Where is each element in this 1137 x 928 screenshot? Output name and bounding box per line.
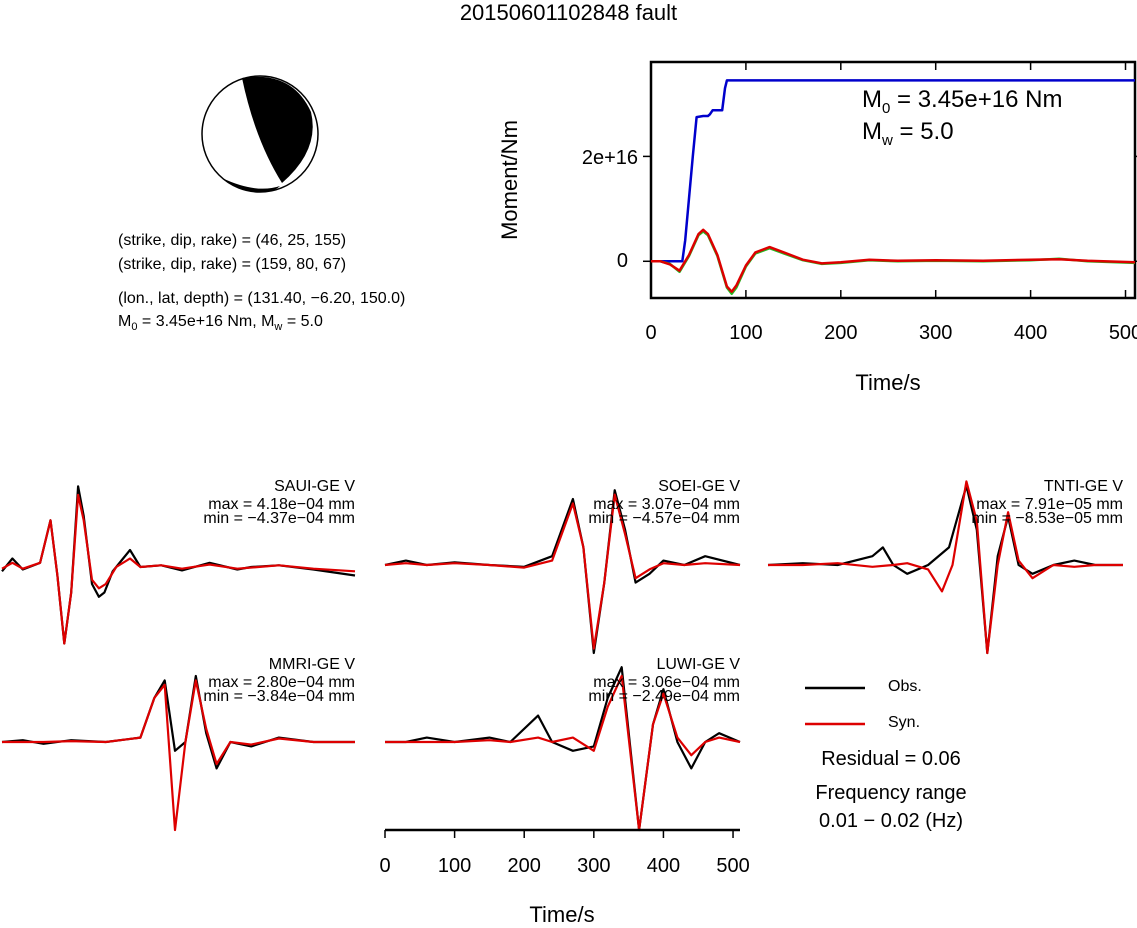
legend-syn-label: Syn. <box>888 714 920 732</box>
wave-xtick-label-300: 300 <box>564 855 624 878</box>
legend <box>805 688 865 724</box>
mw-annotation: Mw = 5.0 <box>862 118 954 149</box>
wave-xtick-label-0: 0 <box>355 855 415 878</box>
residual-text: Residual = 0.06 <box>780 748 1002 771</box>
station-label-1: SOEI-GE V <box>658 478 740 496</box>
wave-lines <box>2 481 1123 830</box>
station-min-3: min = −3.84e−04 mm <box>203 688 355 706</box>
m0-annotation: M0 = 3.45e+16 Nm <box>862 86 1062 117</box>
moment-xtick-label-500: 500 <box>1096 322 1137 345</box>
moment-xtick-label-0: 0 <box>621 322 681 345</box>
moment-xtick-label-100: 100 <box>716 322 776 345</box>
wave-xlabel: Time/s <box>529 902 594 928</box>
wave-xtick-label-400: 400 <box>633 855 693 878</box>
frequency-value: 0.01 − 0.02 (Hz) <box>780 810 1002 833</box>
moment-ytick-0: 0 <box>578 250 628 273</box>
station-min-4: min = −2.49e−04 mm <box>588 688 740 706</box>
moment-rate-syn-line <box>651 230 1135 292</box>
station-min-2: min = −8.53e−05 mm <box>971 510 1123 528</box>
moment-ytick-2e16: 2e+16 <box>578 147 638 170</box>
plane2-text: (strike, dip, rake) = (159, 80, 67) <box>118 256 346 274</box>
beachball <box>202 76 318 192</box>
station-min-1: min = −4.57e−04 mm <box>588 510 740 528</box>
moment-ylabel: Moment/Nm <box>497 120 523 240</box>
moment-rate-obs-line <box>651 231 1135 293</box>
wave-xtick-label-500: 500 <box>703 855 763 878</box>
station-label-2: TNTI-GE V <box>1044 478 1123 496</box>
moment-xtick-label-200: 200 <box>811 322 871 345</box>
wave-xtick-label-200: 200 <box>494 855 554 878</box>
moment-summary-text: M0 = 3.45e+16 Nm, Mw = 5.0 <box>118 313 323 333</box>
station-label-3: MMRI-GE V <box>269 656 355 674</box>
station-min-0: min = −4.37e−04 mm <box>203 510 355 528</box>
station-label-4: LUWI-GE V <box>656 656 740 674</box>
frequency-label: Frequency range <box>780 782 1002 805</box>
wave-xtick-label-100: 100 <box>425 855 485 878</box>
moment-xtick-label-300: 300 <box>906 322 966 345</box>
location-text: (lon., lat, depth) = (131.40, −6.20, 150… <box>118 290 405 308</box>
plane1-text: (strike, dip, rake) = (46, 25, 155) <box>118 232 346 250</box>
moment-xlabel: Time/s <box>855 370 920 396</box>
moment-xtick-label-400: 400 <box>1001 322 1061 345</box>
legend-obs-label: Obs. <box>888 678 922 696</box>
station-label-0: SAUI-GE V <box>274 478 355 496</box>
